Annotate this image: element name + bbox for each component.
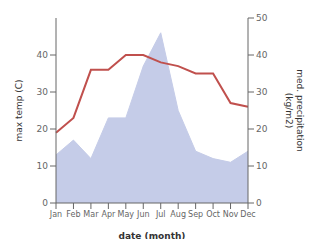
svg-text:40: 40 [256,50,268,60]
svg-text:40: 40 [37,50,49,60]
svg-text:Jan: Jan [49,210,62,219]
svg-text:10: 10 [256,161,268,171]
svg-text:30: 30 [37,87,49,97]
svg-text:Nov: Nov [223,210,239,219]
svg-text:Oct: Oct [206,210,220,219]
svg-text:Feb: Feb [66,210,80,219]
svg-text:Jun: Jun [136,210,150,219]
svg-text:(kg/m2): (kg/m2) [284,93,294,128]
svg-text:Sep: Sep [188,210,203,219]
svg-text:50: 50 [256,13,268,23]
svg-text:May: May [118,210,135,219]
svg-text:Aug: Aug [170,210,186,219]
svg-text:Mar: Mar [83,210,99,219]
svg-text:0: 0 [42,198,48,208]
svg-text:20: 20 [256,124,268,134]
svg-text:20: 20 [37,124,49,134]
svg-text:date (month): date (month) [119,231,186,239]
svg-text:Jul: Jul [155,210,166,219]
svg-text:0: 0 [256,198,262,208]
svg-text:30: 30 [256,87,268,97]
svg-text:Dec: Dec [240,210,255,219]
svg-text:max temp (C): max temp (C) [14,79,24,141]
svg-text:10: 10 [37,161,49,171]
svg-text:med. precipitation: med. precipitation [295,69,305,151]
svg-text:Apr: Apr [101,210,116,219]
